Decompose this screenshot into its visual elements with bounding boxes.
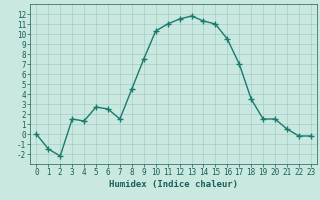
X-axis label: Humidex (Indice chaleur): Humidex (Indice chaleur) <box>109 180 238 189</box>
